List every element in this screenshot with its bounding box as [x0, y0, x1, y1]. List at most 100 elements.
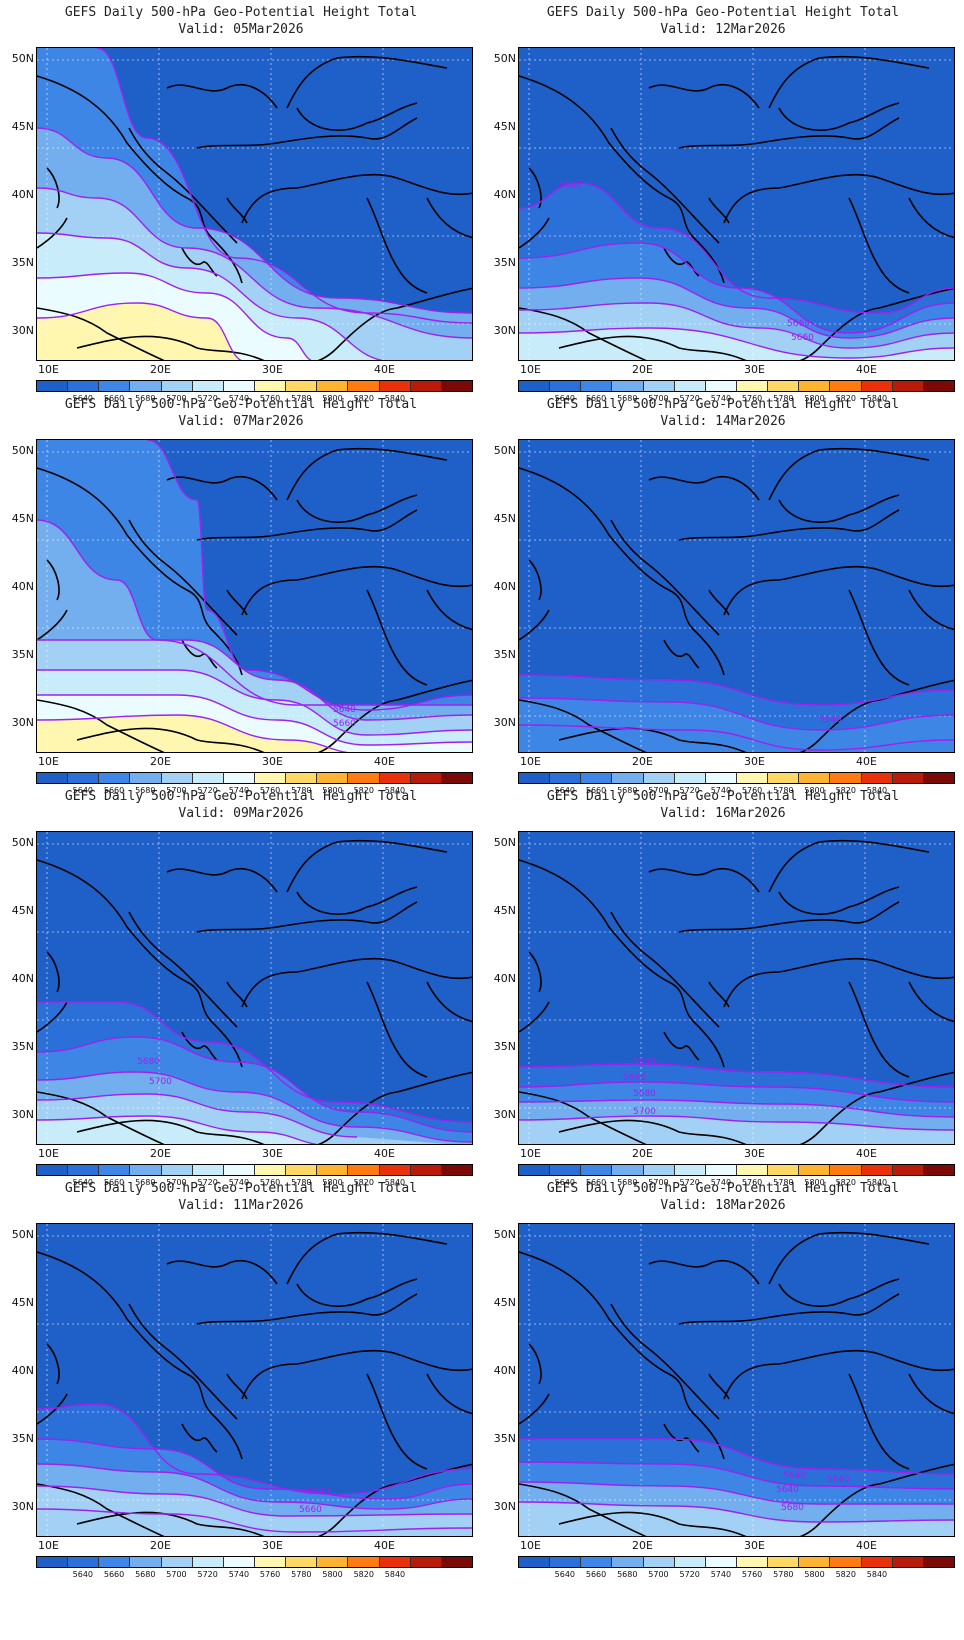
colorbar-label: 5680: [135, 1570, 156, 1579]
latitude-label: 50N: [11, 1228, 34, 1241]
coastline: [286, 55, 448, 109]
coastline: [181, 1423, 218, 1453]
coastline: [286, 1231, 448, 1285]
map-panel: GEFS Daily 500-hPa Geo-Potential Height …: [482, 0, 964, 410]
panel-valid-date: Valid: 16Mar2026: [660, 806, 786, 821]
colorbar-swatch: [892, 1557, 924, 1567]
contour-line: [519, 1438, 954, 1475]
colorbar-swatch: [550, 1557, 582, 1567]
coastline: [317, 1071, 472, 1144]
latitude-label: 45N: [11, 512, 34, 525]
colorbar-label: 5840: [866, 1178, 888, 1187]
colorbar-swatch: [736, 1165, 769, 1175]
colorbar-swatch: [674, 773, 706, 783]
contour-line: [519, 1481, 954, 1505]
colorbar: [36, 1164, 473, 1176]
contour-line: [519, 1461, 954, 1490]
coastline: [226, 981, 248, 1008]
colorbar-swatch: [161, 773, 193, 783]
colorbar-label: 5760: [259, 1570, 281, 1579]
colorbar-label: 5640: [72, 1570, 93, 1579]
latitude-label: 40N: [11, 580, 34, 593]
contour-line: [37, 1463, 472, 1510]
colorbar-swatch: [705, 381, 737, 391]
colorbar-label: 5660: [585, 1570, 607, 1579]
coastline: [366, 589, 428, 686]
longitude-label: 30E: [744, 755, 765, 768]
colorbar-label: 5740: [228, 394, 250, 403]
contour-label: 5680: [633, 1089, 656, 1099]
colorbar-label: 5720: [197, 394, 218, 403]
contour-line: [37, 1071, 472, 1143]
colorbar-label: 5800: [804, 394, 825, 403]
latitude-label: 35N: [493, 256, 516, 269]
coastline: [678, 117, 900, 149]
coastline: [558, 1511, 747, 1536]
coastline: [610, 911, 720, 1028]
colorbar: [36, 380, 473, 392]
latitude-label: 45N: [11, 120, 34, 133]
colorbar-swatch: [830, 1557, 862, 1567]
colorbar-swatch: [736, 1557, 769, 1567]
coastline: [128, 519, 238, 636]
coastline: [723, 173, 954, 224]
coastline: [519, 699, 647, 752]
map-area: 5640 5660: [36, 1223, 473, 1537]
colorbar-label: 5680: [135, 394, 156, 403]
map-panel: GEFS Daily 500-hPa Geo-Potential Height …: [0, 0, 482, 410]
colorbar-swatch: [410, 773, 442, 783]
contour-line: [37, 1036, 472, 1133]
colorbar-swatch: [223, 1165, 255, 1175]
coastline: [37, 859, 243, 1068]
contour-label: 5660: [333, 719, 356, 729]
colorbar-swatch: [441, 1557, 472, 1567]
contour-line: [37, 1438, 472, 1500]
coastline: [799, 1071, 954, 1144]
colorbar-label: 5820: [835, 786, 856, 795]
colorbar-label: 5820: [835, 394, 856, 403]
height-band: [519, 725, 954, 752]
colorbar-swatch: [99, 1557, 131, 1567]
coastline: [908, 981, 954, 1023]
contour-line: [37, 187, 472, 339]
longitude-label: 40E: [374, 755, 395, 768]
panel-valid-date: Valid: 07Mar2026: [178, 414, 304, 429]
map-area: 5640 5660 5660: [518, 47, 955, 361]
contour-label: 5680: [781, 1503, 804, 1513]
colorbar-label: 5760: [741, 394, 763, 403]
contour-map: [37, 48, 472, 360]
colorbar-label: 5720: [679, 394, 700, 403]
colorbar-swatch: [286, 1165, 318, 1175]
contour-map: 5640: [519, 440, 954, 752]
latitude-label: 50N: [493, 1228, 516, 1241]
colorbar-swatch: [519, 1557, 551, 1567]
coastline: [286, 839, 448, 893]
latitude-label: 30N: [11, 1500, 34, 1513]
latitude-label: 45N: [11, 1296, 34, 1309]
longitude-label: 40E: [856, 1147, 877, 1160]
contour-line: [519, 302, 954, 349]
colorbar-label: 5660: [103, 786, 125, 795]
colorbar-swatch: [441, 381, 472, 391]
contour-map: 5640 5660: [37, 1224, 472, 1536]
latitude-label: 50N: [493, 836, 516, 849]
coastline: [908, 1373, 954, 1415]
colorbar-swatch: [612, 1165, 644, 1175]
height-band: [37, 1116, 315, 1144]
colorbar-label: 5840: [384, 1178, 406, 1187]
contour-line: [37, 1485, 472, 1517]
colorbar-label: 5760: [741, 1570, 763, 1579]
colorbar: [36, 1556, 473, 1568]
colorbar-swatch: [768, 381, 800, 391]
colorbar-label: 5840: [384, 786, 406, 795]
latitude-label: 45N: [493, 904, 516, 917]
colorbar-swatch: [192, 773, 224, 783]
contour-line: [519, 1063, 954, 1088]
coastline: [37, 1393, 68, 1425]
coastline: [678, 1293, 900, 1325]
height-band: [519, 1116, 954, 1144]
contour-label: 5700: [149, 1077, 172, 1087]
colorbar-swatch: [923, 1165, 954, 1175]
coastline: [37, 1001, 68, 1033]
coastline: [848, 981, 910, 1078]
